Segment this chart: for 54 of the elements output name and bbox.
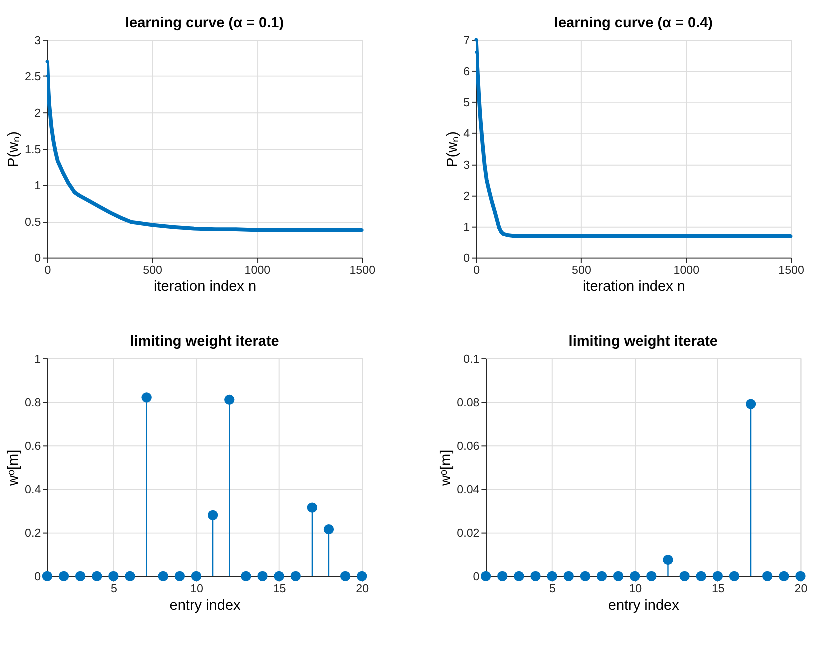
- y-tick-label: 0.6: [25, 440, 42, 454]
- y-tick-label: 0: [464, 252, 470, 266]
- x-tick-label: 1500: [778, 264, 804, 277]
- y-tick-label: 1: [464, 221, 470, 234]
- y-tick-label: 0: [473, 570, 480, 584]
- x-tick-label: 10: [629, 582, 642, 596]
- y-tick-label: 0.2: [25, 527, 42, 540]
- chart-title: limiting weight iterate: [568, 334, 718, 350]
- x-tick-label: 1000: [674, 264, 700, 277]
- chart-title: learning curve (α = 0.1): [125, 15, 284, 32]
- x-tick-label: 5: [550, 582, 556, 596]
- y-tick-label: 1.5: [25, 143, 42, 156]
- y-tick-label: 0.04: [457, 484, 480, 497]
- y-tick-label: 2: [34, 106, 42, 120]
- x-tick-label: 5: [110, 582, 118, 596]
- y-axis-title: wᵒ[m]: [438, 450, 454, 488]
- y-axis-title: P(wₙ): [444, 131, 461, 168]
- y-tick-label: 0: [34, 252, 42, 266]
- y-tick-label: 0.06: [457, 440, 480, 454]
- x-axis-title: iteration index n: [154, 279, 257, 296]
- y-tick-label: 1: [34, 180, 42, 193]
- y-tick-label: 5: [464, 96, 470, 110]
- y-axis-title: P(wₙ): [6, 131, 22, 168]
- y-tick-label: 2.5: [25, 70, 42, 84]
- y-tick-label: 0.8: [25, 396, 42, 410]
- y-tick-label: 3: [464, 158, 470, 172]
- y-tick-label: 3: [34, 34, 42, 48]
- y-tick-label: 0.4: [25, 484, 42, 497]
- x-tick-label: 15: [712, 582, 725, 596]
- y-tick-label: 0: [34, 570, 42, 584]
- y-tick-label: 6: [464, 65, 470, 78]
- y-tick-label: 0.02: [457, 527, 480, 540]
- x-axis-title: iteration index n: [582, 279, 686, 296]
- y-tick-label: 0.5: [25, 216, 42, 229]
- x-tick-label: 20: [356, 582, 370, 596]
- x-tick-label: 0: [44, 264, 52, 277]
- x-tick-label: 500: [143, 264, 163, 277]
- x-axis-title: entry index: [170, 598, 242, 614]
- y-tick-label: 0.08: [457, 396, 480, 410]
- y-tick-label: 4: [464, 128, 471, 141]
- x-tick-label: 20: [794, 582, 808, 596]
- x-tick-label: 500: [572, 264, 592, 277]
- y-tick-label: 0.1: [464, 352, 480, 366]
- y-tick-label: 2: [464, 190, 470, 203]
- y-tick-label: 7: [464, 34, 470, 48]
- x-tick-label: 15: [273, 582, 286, 596]
- x-axis-title: entry index: [608, 598, 680, 614]
- chart-title: learning curve (α = 0.4): [554, 15, 714, 32]
- x-tick-label: 1000: [244, 264, 271, 277]
- y-tick-label: 1: [34, 352, 42, 366]
- x-tick-label: 1500: [350, 264, 376, 277]
- chart-title: limiting weight iterate: [130, 334, 280, 350]
- y-axis-title: wᵒ[m]: [6, 450, 22, 488]
- x-tick-label: 10: [190, 582, 204, 596]
